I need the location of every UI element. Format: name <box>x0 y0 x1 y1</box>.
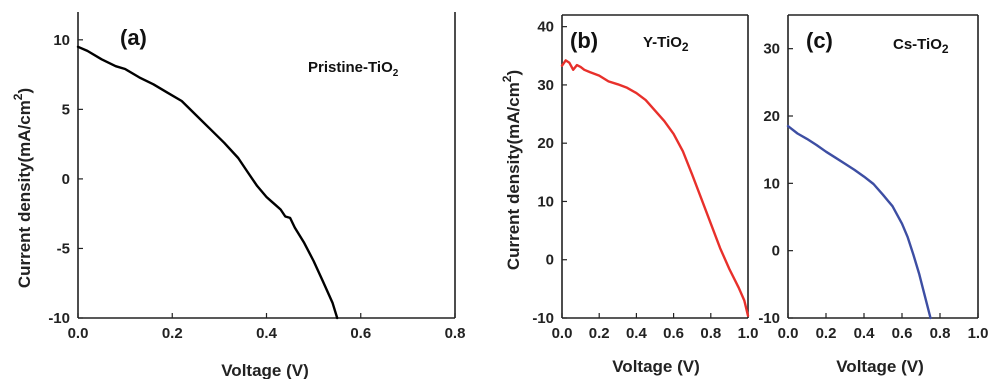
panel-a: Current density(mA/cm2) Voltage (V) (a) … <box>11 12 465 379</box>
y-tick-label: -10 <box>758 310 780 327</box>
y-tick-label: 10 <box>53 32 70 49</box>
x-tick-label: 0.2 <box>589 325 610 342</box>
y-tick-label: 30 <box>537 77 554 94</box>
x-tick-label: 1.0 <box>968 325 989 342</box>
y-axis-title: Current density(mA/cm2) <box>500 70 523 270</box>
y-tick-label: -5 <box>57 240 70 257</box>
x-tick-label: 0.2 <box>816 325 837 342</box>
y-tick-label: 0 <box>772 243 780 260</box>
x-tick-label: 0.8 <box>700 325 721 342</box>
y-tick-label: 10 <box>537 193 554 210</box>
y-tick-label: 20 <box>763 108 780 125</box>
x-tick-label: 0.2 <box>162 325 183 342</box>
y-tick-label: 40 <box>537 19 554 36</box>
x-tick-label: 0.8 <box>930 325 951 342</box>
series-label: Y-TiO2 <box>643 34 689 54</box>
y-tick-label: 0 <box>546 252 554 269</box>
panel-label: (c) <box>806 28 833 53</box>
x-tick-label: 0.6 <box>350 325 371 342</box>
y-tick-label: 30 <box>763 41 780 58</box>
y-tick-label: 0 <box>62 171 70 188</box>
panel-label: (b) <box>570 28 598 53</box>
panel-c: Voltage (V) (c) Cs-TiO2 0.0 0.2 0.4 0.6 0.8 1… <box>758 14 989 376</box>
x-tick-label: 0.0 <box>68 325 89 342</box>
x-axis-title: Voltage (V) <box>612 357 700 376</box>
series-label: Cs-TiO2 <box>893 36 949 56</box>
x-tick-label: 0.0 <box>778 325 799 342</box>
y-tick-label: 20 <box>537 135 554 152</box>
series-line <box>76 45 339 320</box>
x-tick-label: 1.0 <box>738 325 759 342</box>
series-line <box>786 124 932 320</box>
x-axis-title: Voltage (V) <box>836 357 924 376</box>
y-axis-title: Current density(mA/cm2) <box>11 88 34 288</box>
y-tick-label: 5 <box>62 101 70 118</box>
x-tick-label: 0.6 <box>663 325 684 342</box>
panel-b: Current density(mA/cm2) Voltage (V) (b) … <box>500 14 759 376</box>
series-line <box>560 59 750 317</box>
x-tick-label: 0.0 <box>552 325 573 342</box>
x-tick-label: 0.4 <box>256 325 278 342</box>
x-tick-label: 0.8 <box>445 325 466 342</box>
x-tick-label: 0.6 <box>892 325 913 342</box>
series-label: Pristine-TiO2 <box>308 59 399 79</box>
y-tick-label: 10 <box>763 175 780 192</box>
x-tick-label: 0.4 <box>854 325 876 342</box>
x-tick-label: 0.4 <box>626 325 648 342</box>
y-tick-label: -10 <box>532 310 554 327</box>
y-tick-label: -10 <box>48 310 70 327</box>
panel-label: (a) <box>120 25 147 50</box>
x-axis-title: Voltage (V) <box>221 361 309 379</box>
